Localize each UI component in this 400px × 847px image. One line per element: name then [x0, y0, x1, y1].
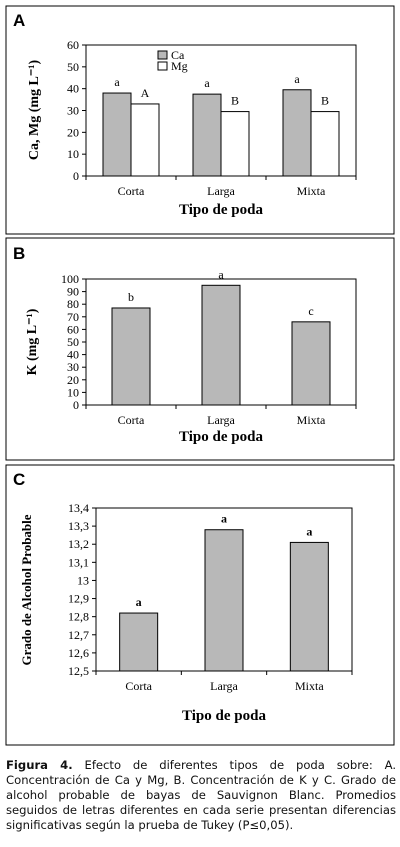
y-tick-label: 13,3 [68, 519, 89, 533]
significance-label: a [136, 595, 142, 609]
x-tick-label: Larga [210, 679, 238, 693]
y-tick-label: 0 [73, 169, 79, 183]
legend-label-ca: Ca [171, 48, 185, 62]
panel-frame [5, 464, 395, 746]
significance-label: a [306, 524, 312, 538]
significance-label: A [141, 86, 150, 100]
y-tick-label: 13,2 [68, 537, 89, 551]
bar-mixta [291, 321, 331, 406]
bar-larga [204, 529, 244, 672]
y-axis-title: K (mg L⁻¹) [25, 308, 40, 375]
x-tick-label: Corta [125, 679, 152, 693]
y-tick-label: 70 [67, 310, 79, 324]
bar-larga [201, 284, 241, 406]
panel-letter: C [13, 470, 25, 489]
x-axis-title: Tipo de poda [179, 429, 263, 445]
y-tick-label: 60 [67, 38, 79, 52]
y-tick-label: 50 [67, 335, 79, 349]
y-tick-label: 10 [67, 147, 79, 161]
x-tick-label: Larga [207, 184, 235, 198]
y-tick-label: 12,8 [68, 610, 89, 624]
y-tick-label: 80 [67, 297, 79, 311]
y-tick-label: 30 [67, 360, 79, 374]
y-tick-label: 12,9 [68, 592, 89, 606]
x-tick-label: Corta [118, 413, 145, 427]
y-tick-label: 60 [67, 322, 79, 336]
significance-label: a [221, 512, 227, 526]
panel-letter: A [13, 11, 25, 30]
significance-label: a [204, 76, 210, 90]
significance-label: a [218, 267, 224, 281]
x-tick-label: Mixta [297, 184, 326, 198]
bar-mg-corta [130, 103, 160, 177]
caption-text: Efecto de diferentes tipos de poda sobre… [6, 758, 397, 832]
x-tick-label: Corta [118, 184, 145, 198]
bar-ca-corta [102, 92, 132, 177]
y-tick-label: 30 [67, 104, 79, 118]
bar-ca-mixta [282, 89, 312, 177]
x-axis-title: Tipo de poda [182, 708, 266, 724]
panel-frame [5, 237, 395, 461]
y-tick-label: 12,5 [68, 664, 89, 678]
y-tick-label: 10 [67, 385, 79, 399]
significance-label: c [308, 304, 313, 318]
significance-label: B [321, 94, 329, 108]
x-tick-label: Mixta [297, 413, 326, 427]
y-tick-label: 12,7 [68, 628, 89, 642]
chart-panel-C: C 12,5 12,6 12,7 12,8 12,9 13 13,1 13,2 13,3 13,4 C… [5, 464, 395, 746]
bar-mg-larga [220, 111, 250, 177]
bar-ca-larga [192, 93, 222, 177]
panel-letter: B [13, 244, 25, 263]
y-tick-label: 40 [67, 348, 79, 362]
x-axis-title: Tipo de poda [179, 202, 263, 218]
figure: A0102030405060CortaaALargaaBMixtaaBTipo … [5, 5, 395, 746]
y-tick-label: 100 [61, 272, 79, 286]
y-tick-label: 13,1 [68, 555, 89, 569]
y-tick-label: 90 [67, 285, 79, 299]
figure-caption: Figura 4. Efecto de diferentes tipos de … [6, 758, 396, 833]
bar-corta [119, 612, 159, 672]
significance-label: a [294, 72, 300, 86]
y-axis-title: Ca, Mg (mg L⁻¹) [27, 60, 42, 161]
y-tick-label: 0 [73, 398, 79, 412]
caption-label: Figura 4. [6, 758, 73, 772]
significance-label: b [128, 290, 134, 304]
legend-swatch-mg [157, 61, 168, 71]
x-tick-label: Mixta [295, 679, 324, 693]
legend-swatch-ca [157, 50, 168, 60]
y-tick-label: 20 [67, 125, 79, 139]
y-tick-label: 50 [67, 60, 79, 74]
y-tick-label: 13,4 [68, 501, 89, 515]
significance-label: B [231, 94, 239, 108]
legend-label-mg: Mg [171, 59, 188, 73]
y-tick-label: 40 [67, 82, 79, 96]
x-tick-label: Larga [207, 413, 235, 427]
bar-mg-mixta [310, 111, 340, 177]
y-tick-label: 20 [67, 373, 79, 387]
bar-corta [111, 307, 151, 406]
panel-frame [5, 5, 395, 235]
chart-panel-A: A 0 10 20 30 40 50 60 Corta a A Larga a B Mixta a B Tipo … [5, 5, 395, 235]
y-tick-label: 12,6 [68, 646, 89, 660]
bar-mixta [289, 541, 329, 672]
y-tick-label: 13 [77, 573, 89, 587]
y-axis-title: Grado de Alcohol Probable [19, 514, 34, 665]
significance-label: a [114, 75, 120, 89]
